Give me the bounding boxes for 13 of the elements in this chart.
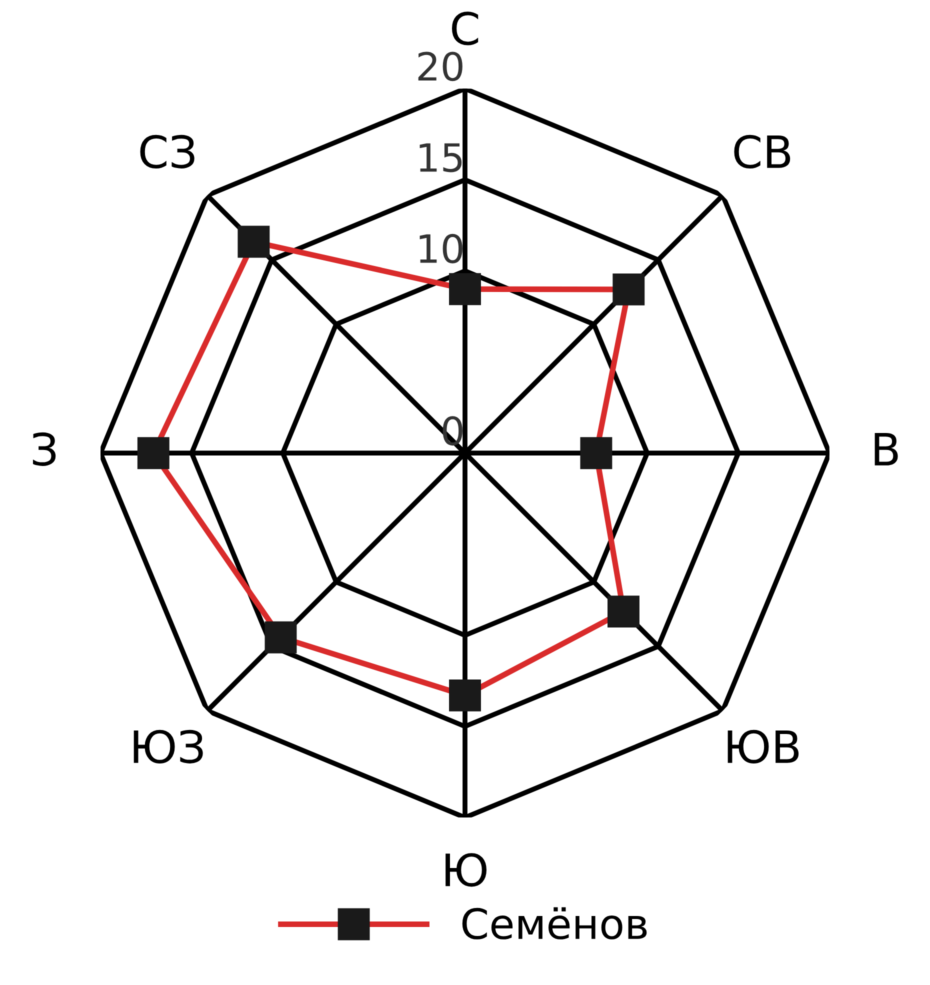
spoke-label: СВ [734,134,790,169]
spoke-label: С [452,12,478,46]
spoke-label: ЮЗ [134,730,203,764]
spoke-label: СЗ [140,134,194,169]
legend-label: Семёнов [462,907,647,940]
spoke-label: ЮВ [728,730,799,764]
spoke-label: З [32,432,56,466]
spoke-label: В [874,432,898,466]
y-tick-label: 10 [420,234,462,264]
spoke-label: Ю [446,853,486,887]
y-tick-label: 0 [442,416,462,446]
y-tick-label: 20 [418,52,462,82]
y-tick-label: 15 [420,143,462,172]
